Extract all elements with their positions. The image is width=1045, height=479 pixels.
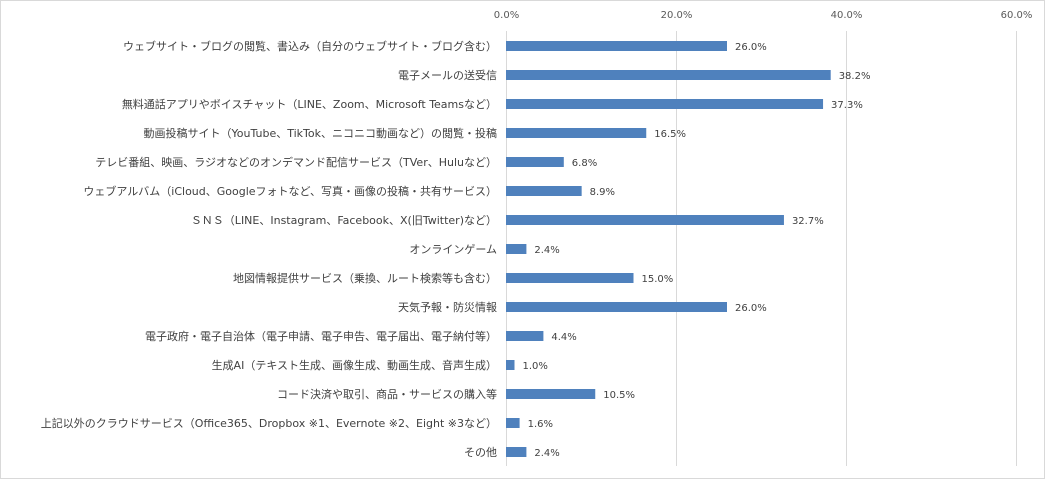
category-label: ウェブアルバム（iCloud、Googleフォトなど、写真・画像の投稿・共有サー… xyxy=(83,184,497,198)
x-tick-label: 60.0% xyxy=(1001,10,1033,21)
data-label: 37.3% xyxy=(831,100,863,111)
bar xyxy=(506,389,596,399)
data-label: 1.0% xyxy=(523,361,548,372)
category-label: テレビ番組、映画、ラジオなどのオンデマンド配信サービス（TVer、Huluなど） xyxy=(95,155,497,169)
data-label: 26.0% xyxy=(735,42,767,53)
data-label: 1.6% xyxy=(528,419,553,430)
category-label: 上記以外のクラウドサービス（Office365、Dropbox ※1、Evern… xyxy=(41,416,497,430)
gridlines xyxy=(506,31,1017,466)
data-label: 26.0% xyxy=(735,303,767,314)
data-label: 2.4% xyxy=(534,245,559,256)
bar xyxy=(506,331,544,341)
bar xyxy=(506,418,520,428)
category-label: 生成AI（テキスト生成、画像生成、動画生成、音声生成） xyxy=(212,358,497,372)
x-axis-ticks: 0.0% 20.0% 40.0% 60.0% xyxy=(494,10,1033,21)
category-label: 電子政府・電子自治体（電子申請、電子申告、電子届出、電子納付等） xyxy=(145,329,497,343)
category-label: ウェブサイト・ブログの閲覧、書込み（自分のウェブサイト・ブログ含む） xyxy=(123,39,497,53)
category-label: その他 xyxy=(464,446,497,459)
category-label: 地図情報提供サービス（乗換、ルート検索等も含む） xyxy=(233,271,497,285)
category-label: 天気予報・防災情報 xyxy=(398,300,497,314)
bar xyxy=(506,186,582,196)
data-label: 6.8% xyxy=(572,158,597,169)
data-label: 32.7% xyxy=(792,216,824,227)
category-label: 動画投稿サイト（YouTube、TikTok、ニコニコ動画など）の閲覧・投稿 xyxy=(144,126,498,140)
data-label: 4.4% xyxy=(551,332,576,343)
x-tick-label: 40.0% xyxy=(831,10,863,21)
bar xyxy=(506,360,515,370)
bar xyxy=(506,215,784,225)
bar xyxy=(506,128,647,138)
bar xyxy=(506,302,727,312)
data-label: 2.4% xyxy=(534,448,559,459)
value-labels: 26.0% 38.2% 37.3% 16.5% 6.8% 8.9% 32.7% 2.4% 15.… xyxy=(523,42,871,459)
data-label: 38.2% xyxy=(839,71,871,82)
category-label: 無料通話アプリやボイスチャット（LINE、Zoom、Microsoft Team… xyxy=(122,97,497,111)
data-label: 15.0% xyxy=(642,274,674,285)
x-tick-label: 20.0% xyxy=(661,10,693,21)
data-label: 10.5% xyxy=(603,390,635,401)
bar xyxy=(506,157,564,167)
bar xyxy=(506,99,824,109)
bar xyxy=(506,70,831,80)
bar xyxy=(506,447,527,457)
category-labels: ウェブサイト・ブログの閲覧、書込み（自分のウェブサイト・ブログ含む） 電子メールの… xyxy=(41,39,497,459)
bar xyxy=(506,244,527,254)
category-label: オンラインゲーム xyxy=(409,243,497,256)
category-label: コード決済や取引、商品・サービスの購入等 xyxy=(277,387,497,401)
category-label: 電子メールの送受信 xyxy=(398,68,497,82)
category-label: ＳＮＳ（LINE、Instagram、Facebook、X(旧Twitter)な… xyxy=(191,214,497,227)
bar xyxy=(506,273,634,283)
data-label: 16.5% xyxy=(654,129,686,140)
bars xyxy=(506,41,831,457)
bar xyxy=(506,41,727,51)
data-label: 8.9% xyxy=(590,187,615,198)
x-tick-label: 0.0% xyxy=(494,10,519,21)
